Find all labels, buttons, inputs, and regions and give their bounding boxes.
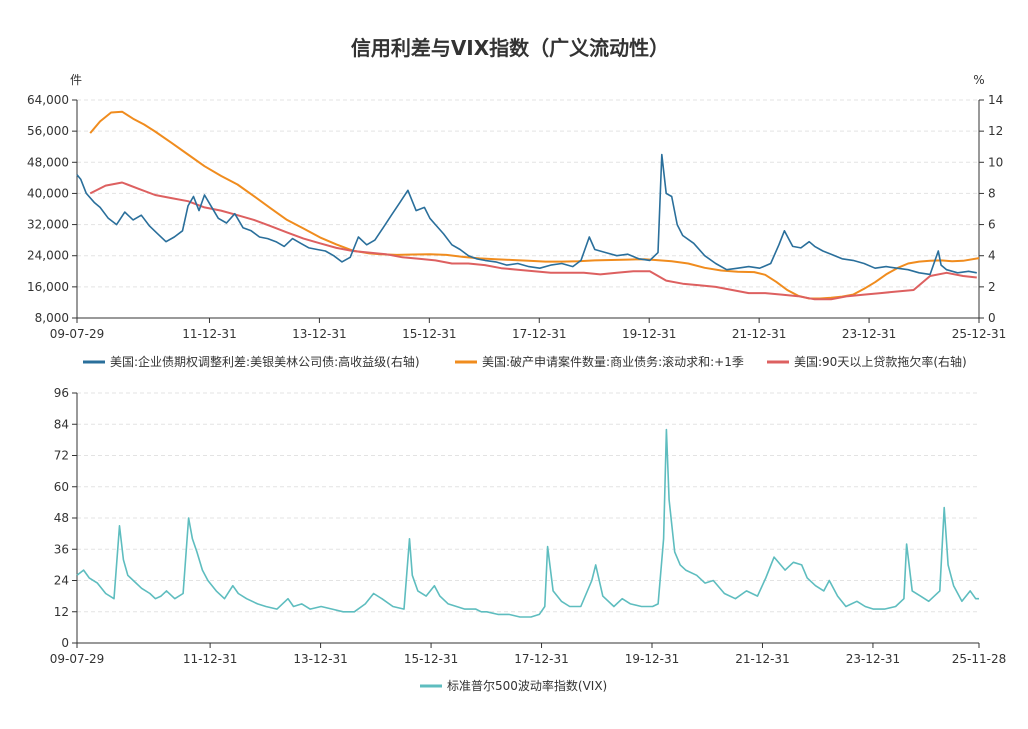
top-right-tick-label: 6 [988,218,996,232]
legend-item-bankruptcy[interactable]: 美国:破产申请案件数量:商业债务:滚动求和:+1季 [455,354,744,369]
bottom-x-tick-label: 15-12-31 [404,652,458,666]
series-delinquency-line [89,181,977,301]
legend-label-delinquency: 美国:90天以上贷款拖欠率(右轴) [794,354,967,369]
bottom-grid [77,392,979,613]
top-x-tick-label: 23-12-31 [842,327,896,341]
top-x-tick-label: 19-12-31 [622,327,676,341]
bottom-y-tick-label: 72 [54,449,69,463]
bottom-x-tick-label: 11-12-31 [183,652,237,666]
top-left-tick-label: 48,000 [27,155,69,169]
bottom-y-tick-label: 48 [54,511,69,525]
bottom-x-tick-label: 09-07-29 [50,652,104,666]
top-x-tick-label: 17-12-31 [512,327,566,341]
top-left-tick-label: 32,000 [27,218,69,232]
top-right-tick-label: 2 [988,280,996,294]
series-spread-line [76,153,977,276]
series-vix-line [76,428,979,618]
bottom-x-tick-label: 17-12-31 [514,652,568,666]
bottom-axes: 96 84 72 60 48 36 24 12 0 09-07-29 11-12-31 13-12-3… [50,386,1006,666]
bottom-y-tick-label: 84 [54,417,69,431]
top-right-tick-label: 8 [988,186,996,200]
top-legend[interactable]: 美国:企业债期权调整利差:美银美林公司债:高收益级(右轴) 美国:破产申请案件数… [83,354,967,369]
top-x-tick-label: 11-12-31 [182,327,236,341]
series-bankruptcy-line [89,110,980,300]
top-left-tick-label: 24,000 [27,249,69,263]
top-left-unit: 件 [70,73,82,87]
top-x-tick-label: 25-12-31 [952,327,1006,341]
top-right-tick-label: 0 [988,311,996,325]
top-x-tick-label: 09-07-29 [50,327,104,341]
top-x-tick-label: 15-12-31 [402,327,456,341]
bottom-x-tick-label: 25-11-28 [952,652,1006,666]
top-left-tick-label: 56,000 [27,124,69,138]
legend-item-delinquency[interactable]: 美国:90天以上贷款拖欠率(右轴) [767,354,967,369]
bottom-x-tick-label: 13-12-31 [293,652,347,666]
top-right-tick-label: 4 [988,249,996,263]
top-right-unit: % [973,73,984,87]
legend-label-bankruptcy: 美国:破产申请案件数量:商业债务:滚动求和:+1季 [482,354,744,369]
top-left-tick-label: 64,000 [27,93,69,107]
top-right-tick-label: 12 [988,124,1003,138]
top-x-tick-label: 21-12-31 [732,327,786,341]
bottom-y-tick-label: 0 [61,636,69,650]
bottom-x-tick-label: 23-12-31 [846,652,900,666]
bottom-y-tick-label: 36 [54,542,69,556]
legend-label-vix: 标准普尔500波动率指数(VIX) [447,678,607,693]
top-right-tick-label: 14 [988,93,1003,107]
legend-label-spread: 美国:企业债期权调整利差:美银美林公司债:高收益级(右轴) [110,354,420,369]
top-left-tick-label: 8,000 [35,311,69,325]
bottom-y-tick-label: 12 [54,605,69,619]
top-right-tick-label: 10 [988,155,1003,169]
bottom-y-tick-label: 96 [54,386,69,400]
top-grid [77,99,979,288]
bottom-y-tick-label: 24 [54,574,69,588]
bottom-legend[interactable]: 标准普尔500波动率指数(VIX) [420,678,607,693]
bottom-series [76,428,979,618]
top-series [76,110,980,301]
top-left-tick-label: 40,000 [27,186,69,200]
legend-item-spread[interactable]: 美国:企业债期权调整利差:美银美林公司债:高收益级(右轴) [83,354,420,369]
chart-title: 信用利差与VIX指数（广义流动性） [351,36,669,60]
bottom-x-tick-label: 19-12-31 [625,652,679,666]
top-x-tick-label: 13-12-31 [292,327,346,341]
bottom-y-tick-label: 60 [54,480,69,494]
top-left-tick-label: 16,000 [27,280,69,294]
bottom-x-tick-label: 21-12-31 [735,652,789,666]
legend-item-vix[interactable]: 标准普尔500波动率指数(VIX) [420,678,607,693]
